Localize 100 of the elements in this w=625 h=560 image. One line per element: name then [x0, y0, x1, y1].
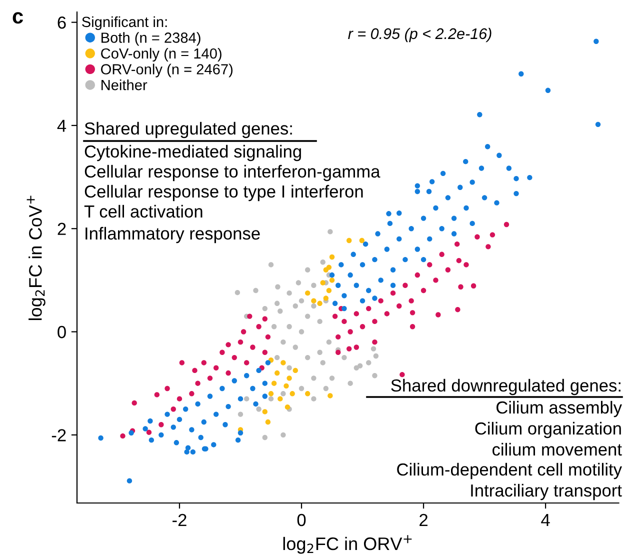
legend-label: Both (n = 2384) — [102, 32, 200, 46]
x-axis-title: log$_{2}$FC in ORV$^{+}$ — [283, 535, 412, 554]
point — [284, 404, 290, 410]
point — [278, 308, 283, 314]
point — [305, 391, 310, 396]
point — [348, 380, 353, 386]
y-axis-title: log$_{2}$FC in CoV$^{+}$ — [26, 196, 46, 320]
point — [238, 412, 244, 417]
point — [271, 380, 277, 386]
x-tick-label: 0 — [297, 514, 306, 526]
point — [280, 360, 286, 366]
point — [290, 391, 295, 396]
point — [317, 350, 322, 355]
point — [298, 329, 304, 334]
point — [262, 409, 268, 414]
annotation: Cellular response to type I interferon — [84, 184, 363, 202]
point — [311, 396, 316, 402]
y-tick-label: 2 — [58, 222, 66, 235]
annotation: cilium movement — [492, 442, 622, 456]
x-tick-label: 2 — [420, 514, 428, 526]
point — [278, 396, 283, 402]
annotation: Cilium organization — [475, 422, 621, 438]
point — [342, 354, 347, 360]
point — [286, 365, 292, 370]
point — [317, 300, 322, 306]
point — [274, 354, 280, 360]
point — [286, 324, 292, 330]
annotation: Cilium assembly — [496, 400, 622, 418]
annotation: Cytokine-mediated signaling — [84, 144, 301, 162]
point — [372, 373, 378, 378]
legend-label: ORV-only (n = 2467) — [101, 64, 233, 78]
point — [292, 344, 298, 350]
point — [373, 353, 379, 359]
point — [268, 391, 274, 396]
point — [357, 363, 363, 368]
point — [305, 290, 310, 296]
point — [280, 432, 286, 438]
point — [280, 339, 286, 345]
point — [311, 303, 316, 309]
annotation: Cilium-dependent cell motility — [397, 462, 622, 480]
point — [366, 360, 372, 366]
point — [320, 360, 326, 366]
point — [323, 267, 329, 272]
point — [317, 318, 322, 324]
point — [329, 254, 335, 260]
point — [328, 229, 333, 234]
point — [305, 314, 310, 319]
point — [329, 278, 335, 283]
point — [292, 303, 298, 309]
legend-title: Significant in: — [82, 16, 167, 30]
legend-label: CoV-only (n = 140) — [101, 48, 222, 62]
point — [262, 306, 268, 312]
x-tick-label: -2 — [172, 514, 186, 526]
annotation: r = 0.95 (p < 2.2e-16) — [348, 28, 492, 42]
point — [296, 280, 302, 286]
point — [320, 260, 326, 265]
point — [320, 280, 326, 286]
point — [253, 288, 258, 294]
point — [275, 284, 280, 290]
point — [244, 396, 250, 402]
point — [328, 393, 333, 398]
point — [298, 298, 304, 304]
point — [274, 300, 280, 306]
point — [234, 290, 240, 296]
point — [323, 296, 329, 301]
y-tick-label: 6 — [58, 16, 66, 29]
annotation: Cellular response to interferon-gamma — [84, 164, 380, 182]
point — [262, 434, 268, 440]
point — [370, 346, 376, 352]
point — [305, 354, 310, 360]
annotation: Inflammatory response — [86, 226, 260, 244]
point — [292, 368, 298, 374]
point — [326, 339, 332, 345]
point — [268, 262, 274, 268]
point — [265, 419, 271, 425]
point — [280, 391, 286, 396]
point — [286, 376, 292, 381]
point — [268, 396, 274, 402]
point — [311, 282, 316, 288]
point — [359, 238, 365, 244]
annotation: Shared downregulated genes: — [391, 378, 620, 396]
annotation: T cell activation — [84, 204, 202, 218]
point — [311, 298, 316, 304]
point — [329, 376, 335, 381]
annotation: Shared upregulated genes: — [84, 122, 292, 138]
y-tick-label: 0 — [58, 326, 66, 338]
point — [271, 324, 277, 330]
annotation: Intraciliary transport — [471, 484, 622, 500]
legend-label: Neither — [102, 80, 148, 90]
point — [323, 386, 329, 392]
text: c — [12, 12, 23, 24]
x-tick-label: 4 — [541, 514, 550, 526]
point — [305, 267, 310, 272]
point — [326, 288, 332, 294]
point — [311, 376, 316, 381]
point — [284, 383, 289, 389]
y-tick-label: -2 — [52, 429, 66, 442]
point — [346, 238, 352, 244]
point — [298, 386, 304, 392]
point — [286, 290, 292, 296]
